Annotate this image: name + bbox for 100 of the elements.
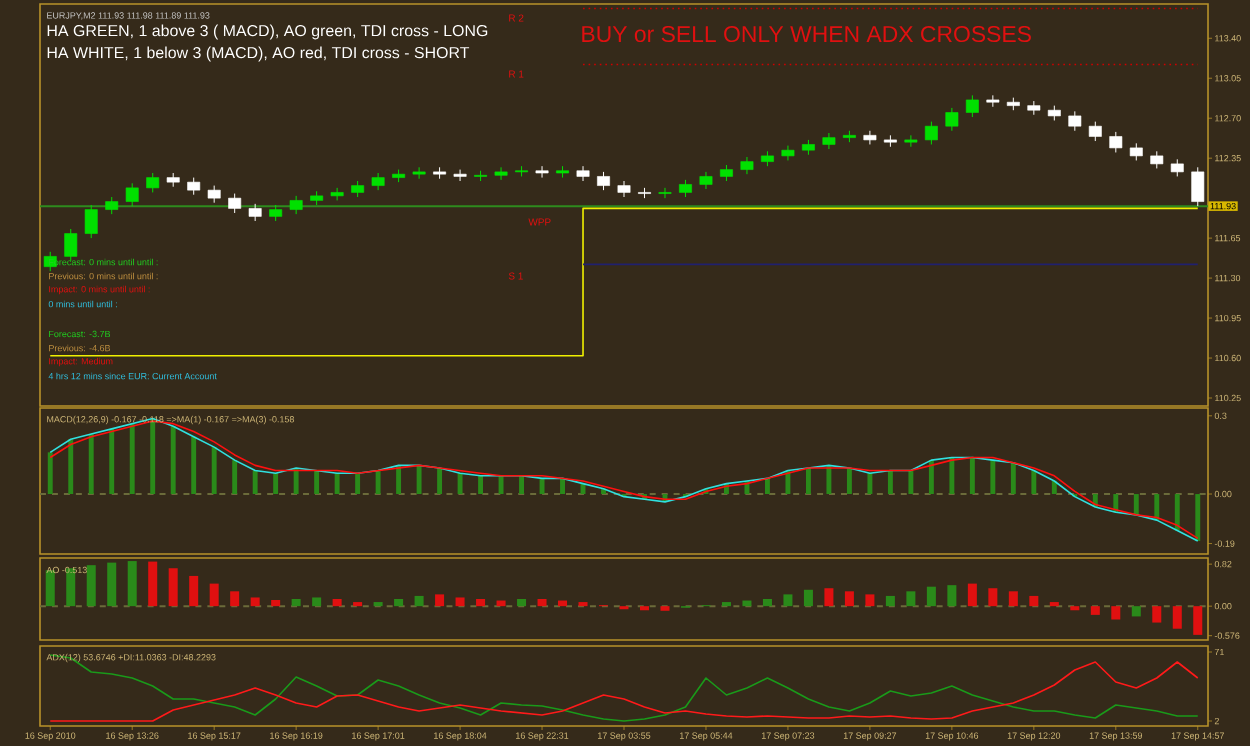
bar: [476, 599, 486, 607]
bar: [928, 460, 934, 495]
candlestick: [125, 182, 139, 207]
bar: [560, 478, 565, 495]
bar: [885, 595, 895, 607]
bar: [887, 470, 893, 495]
bar: [252, 470, 258, 495]
candlestick: [146, 172, 160, 193]
bar: [1010, 462, 1016, 495]
bar: [990, 460, 996, 495]
bar: [312, 597, 322, 607]
candlestick: [699, 171, 713, 190]
bar: [68, 439, 74, 495]
bar: [988, 588, 998, 607]
candlestick: [1191, 166, 1205, 207]
bar: [1031, 470, 1037, 495]
bar: [1133, 494, 1139, 515]
bar: [867, 473, 873, 495]
bar: [414, 595, 424, 607]
bar: [865, 594, 875, 607]
candlestick: [740, 156, 754, 175]
candlestick: [289, 195, 303, 215]
bar: [375, 470, 381, 495]
candlestick: [84, 204, 98, 239]
candlestick: [822, 132, 836, 150]
bar: [908, 470, 914, 495]
candlestick: [1109, 131, 1123, 153]
bar: [250, 597, 260, 607]
bar: [1195, 494, 1201, 541]
bar: [1008, 591, 1018, 607]
bar: [271, 600, 281, 607]
candlestick: [330, 187, 344, 201]
bar: [539, 478, 545, 495]
candlestick: [945, 107, 959, 132]
bar: [969, 457, 975, 495]
bar: [805, 467, 811, 495]
candlestick: [1088, 121, 1102, 142]
bar: [170, 426, 176, 495]
bar: [191, 436, 197, 495]
bar: [314, 470, 320, 495]
candlestick: [617, 180, 631, 198]
candlestick: [986, 94, 1000, 108]
bar: [844, 591, 854, 607]
bar: [437, 467, 443, 495]
candlestick: [904, 134, 918, 148]
bar: [1111, 606, 1121, 620]
bar: [394, 599, 404, 607]
bar: [455, 597, 465, 607]
bar: [967, 583, 977, 607]
candlestick: [576, 165, 590, 182]
bar: [1131, 606, 1141, 617]
bar: [88, 434, 94, 495]
bar: [537, 599, 547, 607]
candlestick: [371, 172, 385, 191]
candlestick: [228, 193, 242, 214]
candlestick: [412, 166, 426, 180]
bar: [498, 475, 504, 495]
bar: [129, 423, 135, 495]
bar: [764, 478, 770, 495]
candlestick: [494, 166, 508, 181]
candlestick: [1068, 110, 1082, 132]
bar: [519, 475, 525, 495]
bar: [45, 570, 55, 607]
candlestick: [965, 94, 979, 118]
bar: [1193, 606, 1203, 635]
bar: [1051, 481, 1057, 495]
bar: [783, 594, 793, 607]
bar: [209, 583, 219, 607]
bar: [293, 467, 299, 495]
bar: [355, 473, 361, 495]
candlestick: [535, 165, 549, 179]
bar: [435, 594, 445, 607]
bar: [949, 457, 955, 495]
bar: [109, 428, 115, 495]
bar: [273, 473, 279, 495]
bar: [1174, 494, 1180, 531]
candlestick: [597, 171, 610, 191]
candlestick: [453, 169, 467, 182]
bar: [148, 561, 158, 607]
bar: [803, 589, 813, 607]
bar: [332, 599, 342, 607]
bar: [478, 475, 484, 495]
bar: [232, 460, 238, 495]
bar: [824, 588, 834, 607]
candlestick: [863, 130, 877, 145]
candlestick: [64, 228, 78, 262]
bar: [926, 586, 936, 607]
bar: [211, 447, 217, 495]
bar: [1152, 606, 1162, 623]
bar: [762, 599, 772, 607]
bar: [457, 473, 463, 495]
bar: [127, 561, 137, 607]
annotation: BUY or SELL ONLY WHEN ADX CROSSES: [582, 25, 1031, 43]
bar: [230, 591, 240, 607]
bar: [906, 591, 916, 607]
bar: [846, 467, 852, 495]
bar: [47, 452, 53, 495]
bar: [416, 465, 422, 495]
bar: [1172, 606, 1182, 629]
bar: [291, 599, 301, 607]
